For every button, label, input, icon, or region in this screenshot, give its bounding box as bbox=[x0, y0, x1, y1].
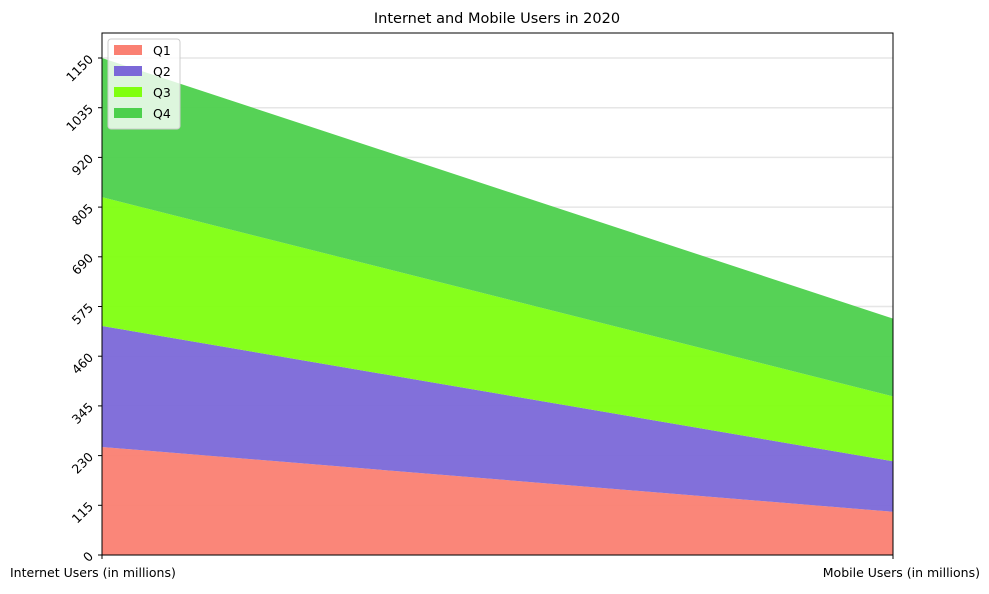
legend: Q1 Q2 Q3 Q4 bbox=[107, 38, 181, 130]
legend-swatch-q2 bbox=[114, 66, 142, 76]
area-series-q2 bbox=[102, 325, 893, 512]
y-tick-label-3: 345 bbox=[69, 399, 96, 426]
y-tick-label-5: 575 bbox=[69, 300, 96, 327]
y-tick-label-6: 690 bbox=[69, 250, 97, 278]
y-tick-label-4: 460 bbox=[69, 350, 97, 378]
y-tick-label-7: 805 bbox=[69, 201, 96, 228]
chart-title: Internet and Mobile Users in 2020 bbox=[374, 11, 620, 27]
area-series-q4 bbox=[102, 58, 893, 397]
area-series-q3 bbox=[102, 197, 893, 462]
y-tick-label-10: 1150 bbox=[63, 51, 96, 84]
legend-swatch-q3 bbox=[114, 87, 142, 97]
legend-swatch-q4 bbox=[114, 108, 142, 118]
x-tick-label-1: Mobile Users (in millions) bbox=[823, 565, 980, 580]
legend-swatch-q1 bbox=[114, 45, 142, 55]
y-tick-label-1: 115 bbox=[69, 499, 96, 526]
legend-label-q2: Q2 bbox=[153, 64, 171, 79]
y-tick-label-0: 0 bbox=[80, 548, 96, 564]
legend-label-q3: Q3 bbox=[153, 85, 171, 100]
area-series-q1 bbox=[102, 446, 893, 555]
legend-label-q1: Q1 bbox=[153, 43, 171, 58]
y-tick-label-2: 230 bbox=[69, 449, 97, 477]
plot-areas bbox=[102, 58, 893, 555]
legend-label-q4: Q4 bbox=[153, 106, 171, 121]
y-tick-label-8: 920 bbox=[69, 151, 97, 179]
y-tick-label-9: 1035 bbox=[63, 101, 96, 134]
x-tick-label-0: Internet Users (in millions) bbox=[10, 565, 176, 580]
plot-frame bbox=[101, 32, 894, 556]
legend-box bbox=[107, 38, 181, 130]
